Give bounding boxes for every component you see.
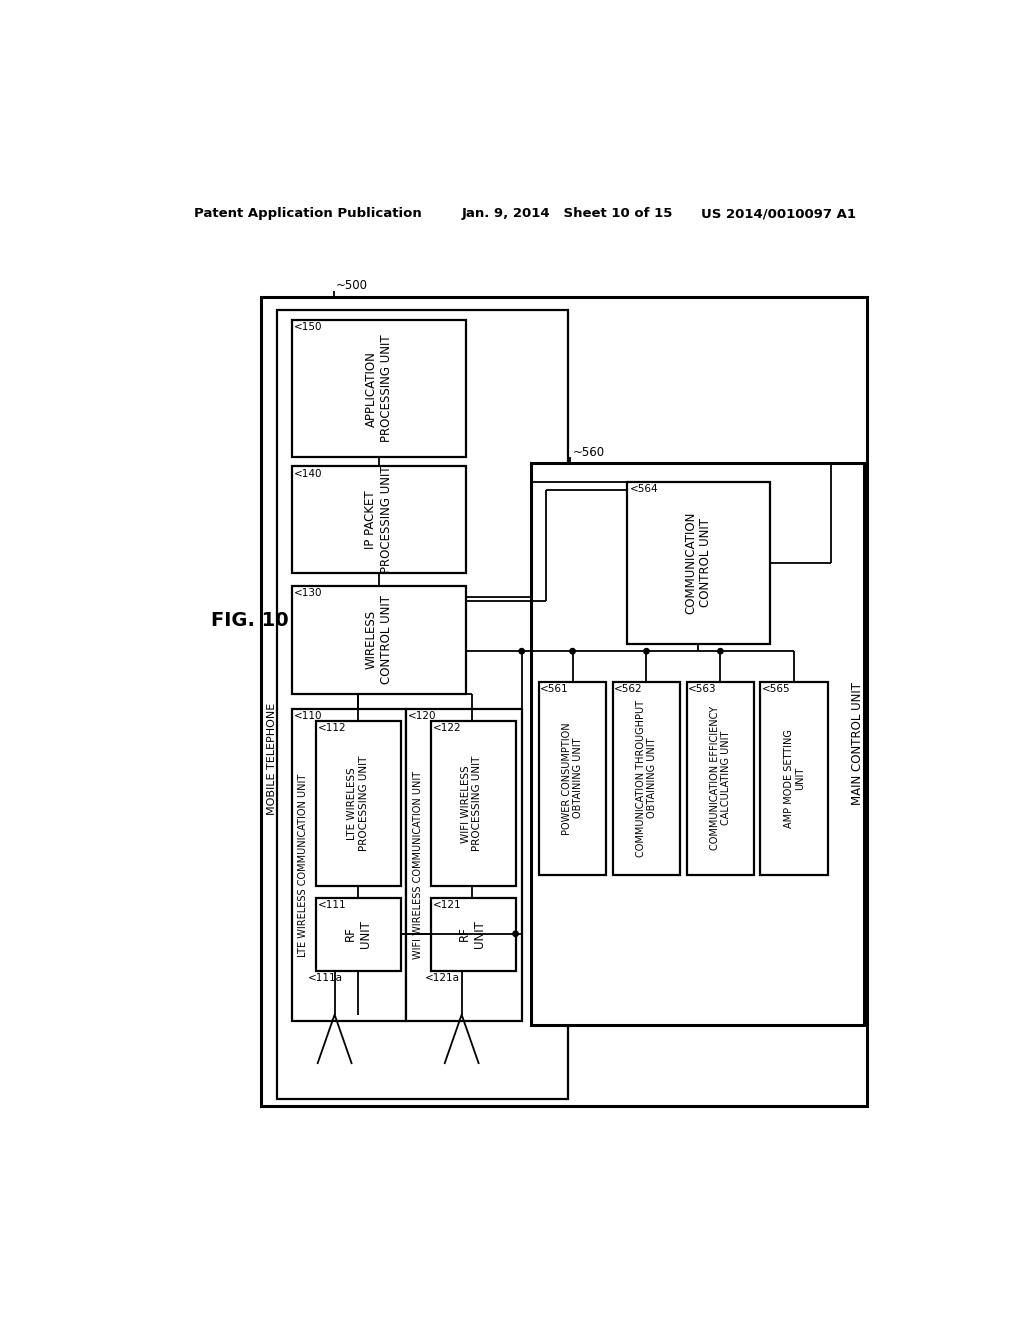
Bar bbox=[612, 682, 680, 874]
Bar bbox=[431, 721, 515, 886]
Bar bbox=[292, 466, 466, 573]
Text: COMMUNICATION
CONTROL UNIT: COMMUNICATION CONTROL UNIT bbox=[684, 511, 712, 614]
Text: APPLICATION
PROCESSING UNIT: APPLICATION PROCESSING UNIT bbox=[365, 335, 392, 442]
Bar bbox=[761, 682, 828, 874]
Text: Jan. 9, 2014   Sheet 10 of 15: Jan. 9, 2014 Sheet 10 of 15 bbox=[462, 207, 673, 220]
Text: <563: <563 bbox=[688, 684, 717, 694]
Text: <150: <150 bbox=[294, 322, 323, 333]
Circle shape bbox=[513, 931, 518, 936]
Bar bbox=[539, 682, 606, 874]
Text: <121: <121 bbox=[432, 900, 461, 909]
Circle shape bbox=[644, 648, 649, 653]
Bar bbox=[316, 898, 400, 970]
Bar bbox=[431, 898, 515, 970]
Text: MOBILE TELEPHONE: MOBILE TELEPHONE bbox=[267, 702, 278, 816]
Text: <122: <122 bbox=[432, 723, 461, 733]
Text: MAIN CONTROL UNIT: MAIN CONTROL UNIT bbox=[851, 682, 864, 805]
Bar bbox=[276, 310, 568, 1100]
Text: <120: <120 bbox=[408, 711, 436, 721]
Text: RF
UNIT: RF UNIT bbox=[344, 920, 372, 948]
Circle shape bbox=[718, 648, 723, 653]
Text: COMMUNICATION THROUGHPUT
OBTAINING UNIT: COMMUNICATION THROUGHPUT OBTAINING UNIT bbox=[636, 700, 657, 857]
Text: <561: <561 bbox=[541, 684, 568, 694]
Bar bbox=[316, 721, 400, 886]
Circle shape bbox=[519, 648, 524, 653]
Text: <110: <110 bbox=[294, 711, 323, 721]
Text: <140: <140 bbox=[294, 469, 323, 479]
Bar bbox=[292, 586, 466, 693]
Bar bbox=[686, 682, 755, 874]
Text: <562: <562 bbox=[614, 684, 643, 694]
Text: AMP MODE SETTING
UNIT: AMP MODE SETTING UNIT bbox=[783, 729, 805, 828]
Text: WIFI WIRELESS COMMUNICATION UNIT: WIFI WIRELESS COMMUNICATION UNIT bbox=[413, 771, 423, 960]
Text: <121a: <121a bbox=[425, 973, 460, 983]
Text: WIFI WIRELESS
PROCESSING UNIT: WIFI WIRELESS PROCESSING UNIT bbox=[461, 756, 482, 851]
Text: <564: <564 bbox=[630, 484, 658, 494]
Bar bbox=[407, 709, 521, 1020]
Bar bbox=[628, 482, 770, 644]
Text: LTE WIRELESS
PROCESSING UNIT: LTE WIRELESS PROCESSING UNIT bbox=[347, 756, 369, 851]
Bar bbox=[531, 462, 863, 1024]
Text: FIG. 10: FIG. 10 bbox=[211, 611, 289, 630]
Text: LTE WIRELESS COMMUNICATION UNIT: LTE WIRELESS COMMUNICATION UNIT bbox=[298, 774, 308, 957]
Text: ~500: ~500 bbox=[336, 279, 369, 292]
Text: <111: <111 bbox=[317, 900, 346, 909]
Text: US 2014/0010097 A1: US 2014/0010097 A1 bbox=[700, 207, 856, 220]
Text: Patent Application Publication: Patent Application Publication bbox=[194, 207, 422, 220]
Text: <112: <112 bbox=[317, 723, 346, 733]
Text: <111a: <111a bbox=[307, 973, 343, 983]
Text: COMMUNICATION EFFICIENCY
CALCULATING UNIT: COMMUNICATION EFFICIENCY CALCULATING UNI… bbox=[710, 706, 731, 850]
Text: WIRELESS
CONTROL UNIT: WIRELESS CONTROL UNIT bbox=[365, 595, 392, 684]
Circle shape bbox=[569, 648, 575, 653]
Text: IP PACKET
PROCESSING UNIT: IP PACKET PROCESSING UNIT bbox=[365, 466, 392, 573]
Text: RF
UNIT: RF UNIT bbox=[458, 920, 485, 948]
Bar bbox=[292, 709, 407, 1020]
Bar bbox=[292, 321, 466, 457]
Text: ~560: ~560 bbox=[572, 446, 604, 459]
Bar bbox=[261, 297, 866, 1106]
Text: <130: <130 bbox=[294, 589, 323, 598]
Text: <565: <565 bbox=[762, 684, 791, 694]
Text: POWER CONSUMPTION
OBTAINING UNIT: POWER CONSUMPTION OBTAINING UNIT bbox=[562, 722, 584, 834]
